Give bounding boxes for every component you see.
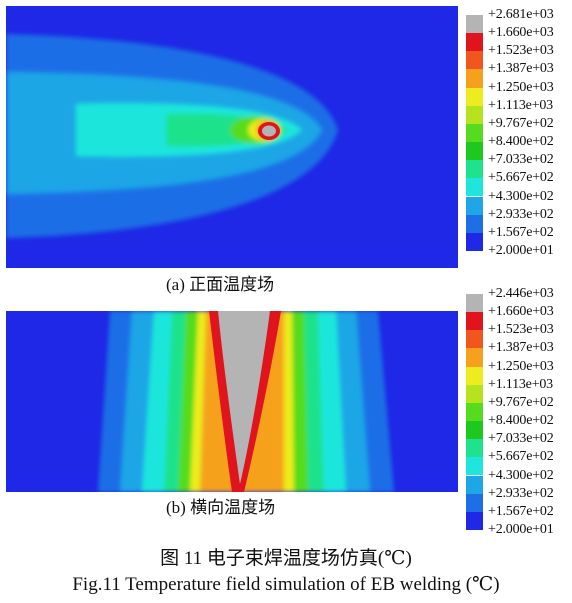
legend-label: +9.767e+02 — [488, 394, 554, 410]
legend-label: +1.523e+03 — [488, 43, 554, 59]
legend-label: +2.681e+03 — [488, 7, 554, 22]
legend-swatch — [466, 232, 483, 251]
legend-label: +2.000e+01 — [488, 242, 554, 258]
legend-swatch — [466, 196, 483, 215]
legend-label: +5.667e+02 — [488, 449, 554, 465]
legend-swatch — [466, 51, 483, 70]
legend-swatch — [466, 312, 483, 331]
legend-label: +4.300e+02 — [488, 188, 554, 204]
legend-swatch — [466, 160, 483, 179]
panel-a-caption: (a) 正面温度场 — [166, 275, 275, 294]
front-temperature-field-plot — [6, 6, 458, 268]
legend-swatch — [466, 294, 483, 313]
legend-label: +5.667e+02 — [488, 170, 554, 186]
legend-label: +4.300e+02 — [488, 467, 554, 483]
legend-label: +1.660e+03 — [488, 25, 554, 41]
legend-label: +1.567e+02 — [488, 224, 554, 240]
legend-swatch — [466, 15, 483, 34]
legend-label: +2.933e+02 — [488, 206, 554, 222]
legend-label: +2.000e+01 — [488, 521, 554, 537]
legend-swatch — [466, 87, 483, 106]
figure-caption-chinese: 图 11 电子束焊温度场仿真(℃) — [160, 548, 412, 569]
legend-label: +1.250e+03 — [488, 79, 554, 95]
legend-label: +1.113e+03 — [488, 97, 553, 113]
legend-swatch — [466, 178, 483, 197]
legend-swatch — [466, 402, 483, 422]
molten-keyhole — [218, 311, 270, 484]
legend-swatch — [466, 421, 483, 440]
figure-caption-english: Fig.11 Temperature field simulation of E… — [72, 574, 500, 595]
legend-label: +8.400e+02 — [488, 134, 554, 150]
legend-swatch — [466, 214, 483, 233]
legend-swatch — [466, 142, 483, 161]
legend-label: +1.523e+03 — [488, 322, 554, 338]
legend-label: +7.033e+02 — [488, 152, 554, 168]
legend-swatch — [466, 105, 483, 124]
legend-label: +1.567e+02 — [488, 503, 554, 519]
legend-label: +7.033e+02 — [488, 431, 554, 447]
legend-swatch — [466, 69, 483, 88]
legend-swatch — [466, 493, 483, 512]
melt-pool-core — [262, 125, 276, 137]
legend-label: +1.387e+03 — [488, 61, 554, 77]
legend-swatch — [466, 384, 483, 403]
legend-swatch — [466, 439, 483, 458]
legend-label: +1.250e+03 — [488, 358, 554, 374]
legend-swatch — [466, 123, 483, 143]
legend-label: +1.113e+03 — [488, 376, 553, 392]
legend-label: +2.933e+02 — [488, 485, 554, 501]
panel-b-caption: (b) 横向温度场 — [166, 498, 276, 517]
legend-swatch — [466, 33, 483, 52]
legend-swatch — [466, 457, 483, 476]
legend-label: +9.767e+02 — [488, 115, 554, 131]
legend-swatch — [466, 348, 483, 367]
legend-swatch — [466, 330, 483, 349]
transverse-temperature-field-plot — [6, 311, 458, 492]
legend-swatch — [466, 511, 483, 530]
legend-label: +2.446e+03 — [488, 286, 554, 301]
legend-label: +1.660e+03 — [488, 304, 554, 320]
legend-swatch — [466, 475, 483, 494]
legend-swatch — [466, 366, 483, 385]
legend-label: +1.387e+03 — [488, 340, 554, 356]
legend-label: +8.400e+02 — [488, 413, 554, 429]
